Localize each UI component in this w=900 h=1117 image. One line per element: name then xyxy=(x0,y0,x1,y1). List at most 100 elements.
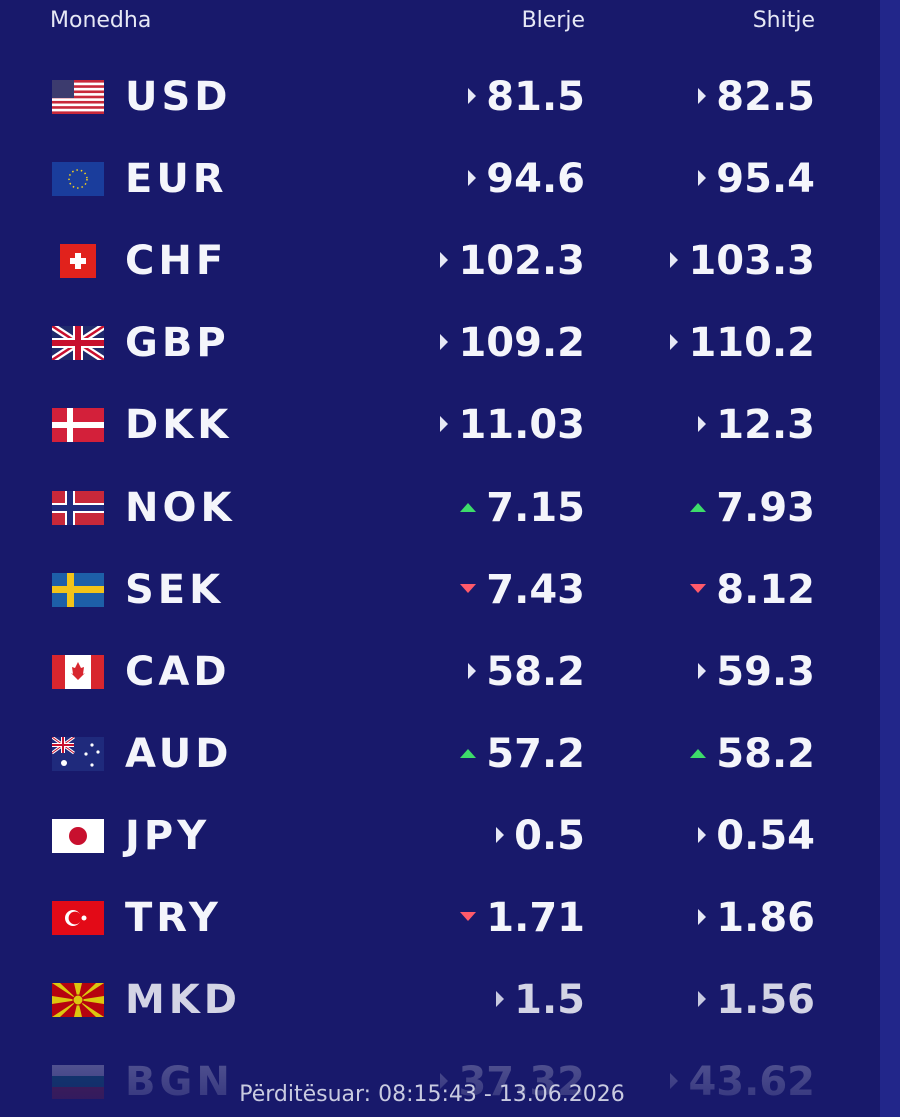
trend-arrow xyxy=(440,334,449,351)
trend-arrow xyxy=(468,170,477,187)
sell-value: 8.12 xyxy=(716,566,815,613)
trend-arrow xyxy=(460,748,477,758)
buy-rate: 94.6 xyxy=(325,155,585,203)
buy-rate: 109.2 xyxy=(325,319,585,367)
flag xyxy=(52,983,104,1018)
flag xyxy=(52,490,104,525)
trend-arrow xyxy=(496,991,505,1008)
buy-rate: 102.3 xyxy=(325,237,585,285)
currency-code: EUR xyxy=(125,156,228,203)
sell-rate: 0.54 xyxy=(555,812,815,860)
trend-arrow xyxy=(690,502,707,512)
currency-code: SEK xyxy=(125,566,225,613)
rate-row: DKK 11.03 12.3 xyxy=(0,390,880,460)
trend-arrow xyxy=(698,909,707,925)
buy-rate: 11.03 xyxy=(325,401,585,449)
flag xyxy=(52,162,104,197)
trend-arrow xyxy=(440,252,449,269)
buy-rate: 1.5 xyxy=(325,976,585,1024)
trend-arrow xyxy=(690,583,707,593)
currency-code: USD xyxy=(125,74,232,120)
buy-value: 1.71 xyxy=(486,895,585,941)
sell-rate: 59.3 xyxy=(555,648,815,696)
trend-arrow xyxy=(690,748,707,758)
buy-value: 109.2 xyxy=(458,320,585,367)
buy-rate: 81.5 xyxy=(325,73,585,121)
rate-row: TRY 1.71 1.86 xyxy=(0,883,880,953)
buy-value: 81.5 xyxy=(486,74,585,120)
buy-value: 102.3 xyxy=(458,238,585,285)
buy-value: 11.03 xyxy=(458,402,585,449)
header-sell: Shitje xyxy=(752,8,815,33)
currency-code: CHF xyxy=(125,238,228,285)
sell-rate: 1.86 xyxy=(555,894,815,942)
buy-rate: 57.2 xyxy=(325,730,585,778)
currency-code: DKK xyxy=(125,402,233,449)
sell-value: 0.54 xyxy=(716,812,815,859)
currency-code: GBP xyxy=(125,320,230,367)
rate-row: SEK 7.43 8.12 xyxy=(0,555,880,625)
sell-value: 58.2 xyxy=(716,730,815,777)
sell-rate: 12.3 xyxy=(555,401,815,449)
buy-rate: 7.15 xyxy=(325,484,585,532)
rate-row: CHF 102.3 103.3 xyxy=(0,226,880,296)
currency-code: TRY xyxy=(125,895,222,941)
flag xyxy=(52,901,104,935)
buy-rate: 58.2 xyxy=(325,648,585,696)
sell-value: 82.5 xyxy=(716,74,815,120)
rate-row: AUD 57.2 58.2 xyxy=(0,719,880,789)
trend-arrow xyxy=(698,662,707,679)
sell-value: 110.2 xyxy=(688,320,815,367)
buy-value: 1.5 xyxy=(514,977,585,1024)
flag xyxy=(52,80,104,114)
sell-value: 59.3 xyxy=(716,648,815,695)
trend-arrow xyxy=(670,252,679,269)
sell-rate: 7.93 xyxy=(555,484,815,532)
buy-rate: 1.71 xyxy=(325,894,585,942)
trend-arrow xyxy=(460,583,477,593)
buy-value: 94.6 xyxy=(486,156,585,203)
buy-value: 7.15 xyxy=(486,484,585,531)
trend-arrow xyxy=(698,416,707,433)
sell-rate: 8.12 xyxy=(555,566,815,614)
rate-row: EUR 94.6 95.4 xyxy=(0,144,880,214)
trend-arrow xyxy=(698,170,707,187)
trend-arrow xyxy=(460,502,477,512)
flag xyxy=(52,408,104,443)
rate-row: JPY 0.5 0.54 xyxy=(0,801,880,871)
flag xyxy=(52,654,104,689)
trend-arrow xyxy=(496,826,505,843)
buy-value: 58.2 xyxy=(486,648,585,695)
rate-row: USD 81.5 82.5 xyxy=(0,62,880,132)
trend-arrow xyxy=(460,912,477,921)
flag xyxy=(52,326,104,361)
sell-rate: 103.3 xyxy=(555,237,815,285)
sell-value: 12.3 xyxy=(716,402,815,449)
sell-rate: 95.4 xyxy=(555,155,815,203)
buy-rate: 7.43 xyxy=(325,566,585,614)
currency-code: JPY xyxy=(125,812,211,859)
flag xyxy=(52,736,104,771)
scroll-strip xyxy=(880,0,900,1117)
sell-value: 1.86 xyxy=(716,895,815,941)
sell-value: 7.93 xyxy=(716,484,815,531)
sell-rate: 58.2 xyxy=(555,730,815,778)
rate-row: NOK 7.15 7.93 xyxy=(0,473,880,543)
flag xyxy=(52,818,104,853)
trend-arrow xyxy=(670,334,679,351)
rate-row: GBP 109.2 110.2 xyxy=(0,308,880,378)
sell-rate: 1.56 xyxy=(555,976,815,1024)
rate-row: CAD 58.2 59.3 xyxy=(0,637,880,707)
sell-value: 1.56 xyxy=(716,977,815,1024)
trend-arrow xyxy=(468,88,477,104)
trend-arrow xyxy=(698,88,707,104)
currency-code: CAD xyxy=(125,648,231,695)
currency-code: MKD xyxy=(125,977,242,1024)
header-currency: Monedha xyxy=(50,8,152,33)
buy-value: 7.43 xyxy=(486,566,585,613)
flag xyxy=(52,572,104,607)
trend-arrow xyxy=(698,991,707,1008)
currency-code: NOK xyxy=(125,484,236,531)
trend-arrow xyxy=(468,662,477,679)
